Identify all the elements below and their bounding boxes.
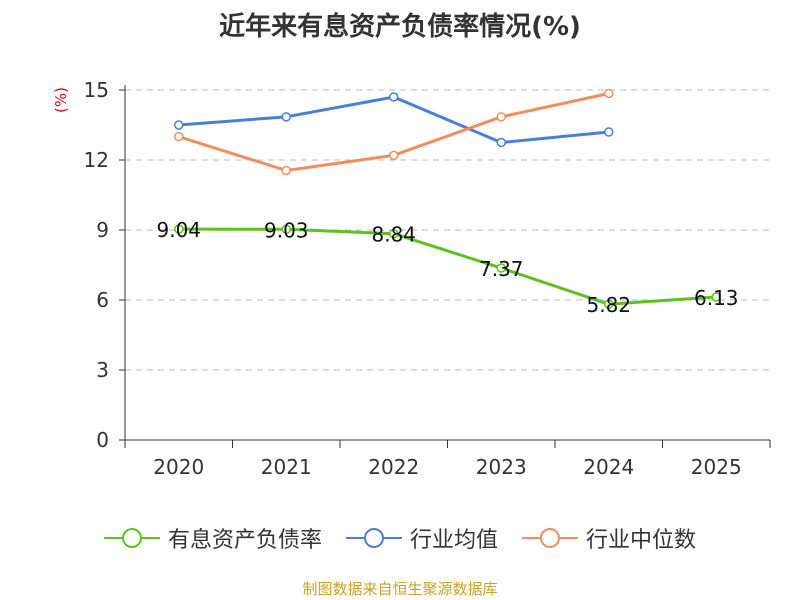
y-tick-label-1: 3: [96, 358, 109, 382]
data-label-debt-ratio-2023: 7.37: [479, 257, 524, 281]
x-tick-label-2021: 2021: [261, 455, 312, 479]
x-tick-label-2022: 2022: [368, 455, 419, 479]
chart-legend: 有息资产负债率 行业均值 行业中位数: [0, 518, 800, 558]
y-tick-label-0: 0: [96, 428, 109, 452]
legend-item-debt-ratio[interactable]: 有息资产负债率: [103, 522, 322, 554]
data-label-debt-ratio-2021: 9.03: [264, 218, 309, 242]
x-tick-label-2024: 2024: [583, 455, 634, 479]
data-point-industry-mean-2020: [174, 120, 184, 130]
data-point-debt-ratio-2025: [711, 292, 721, 302]
legend-item-industry-mean[interactable]: 行业均值: [345, 522, 498, 554]
data-point-industry-median-2021: [281, 165, 291, 176]
data-source-note: 制图数据来自恒生聚源数据库: [302, 580, 498, 598]
data-point-industry-mean-2021: [281, 112, 291, 122]
data-point-industry-median-2023: [496, 112, 506, 122]
data-point-industry-mean-2024: [604, 127, 614, 137]
legend-marker-debt-ratio-icon: [103, 528, 160, 548]
data-point-debt-ratio-2021: [281, 224, 291, 235]
data-point-industry-median-2024: [604, 88, 614, 99]
legend-label-debt-ratio: 有息资产负债率: [167, 528, 322, 553]
data-point-debt-ratio-2024: [604, 299, 614, 309]
data-point-industry-median-2022: [389, 150, 399, 161]
data-point-industry-mean-2023: [496, 137, 506, 148]
data-point-debt-ratio-2020: [174, 224, 184, 234]
data-label-debt-ratio-2022: 8.84: [371, 223, 416, 247]
legend-marker-industry-median-icon: [522, 528, 578, 548]
legend-label-industry-median: 行业中位数: [586, 528, 697, 553]
data-point-industry-mean-2022: [389, 92, 399, 102]
legend-marker-industry-mean-icon: [345, 528, 402, 548]
data-point-debt-ratio-2022: [389, 228, 399, 239]
series-line-industry-mean: [178, 95, 609, 144]
legend-label-industry-mean: 行业均值: [409, 528, 498, 553]
data-label-debt-ratio-2024: 5.82: [586, 293, 631, 317]
chart-title: 近年来有息资产负债率情况(%): [219, 12, 581, 42]
y-tick-label-3: 9: [96, 218, 109, 242]
series-line-debt-ratio: [178, 227, 717, 306]
legend-item-industry-median[interactable]: 行业中位数: [522, 522, 696, 554]
data-label-debt-ratio-2020: 9.04: [156, 218, 201, 242]
x-tick-label-2020: 2020: [153, 455, 204, 479]
y-tick-label-2: 6: [96, 288, 109, 312]
y-tick-label-5: 15: [84, 78, 109, 102]
x-tick-label-2023: 2023: [476, 455, 527, 479]
data-point-industry-median-2020: [174, 131, 184, 142]
data-point-debt-ratio-2023: [496, 263, 506, 273]
x-tick-label-2025: 2025: [691, 455, 742, 479]
data-label-debt-ratio-2025: 6.13: [694, 286, 739, 310]
y-tick-label-4: 12: [84, 148, 109, 172]
